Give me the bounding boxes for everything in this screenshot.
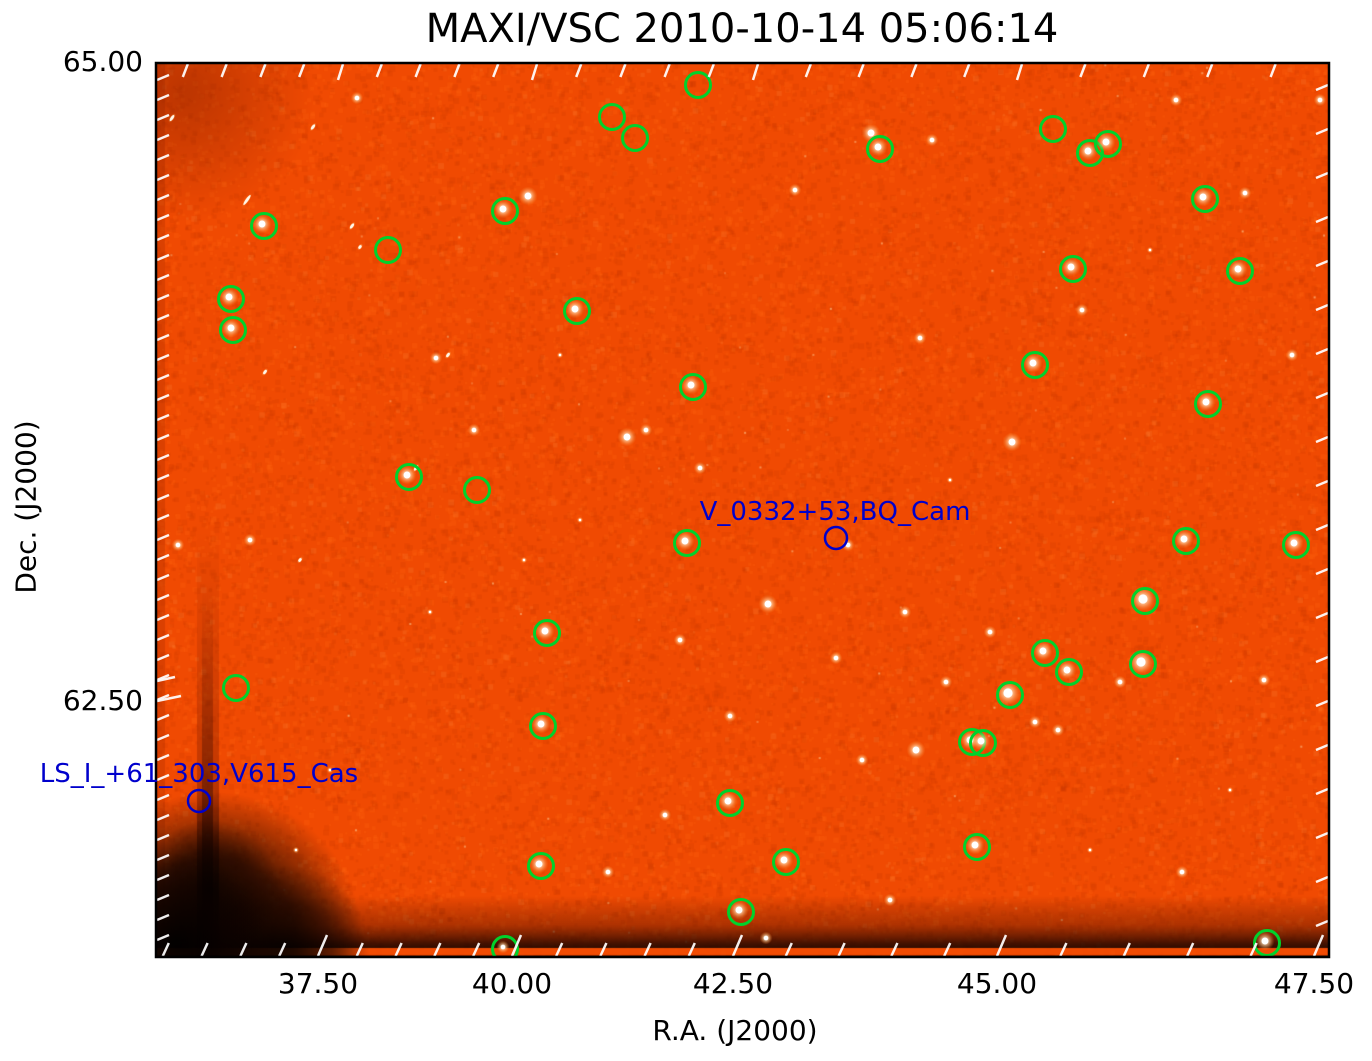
y-tick-label: 62.50 [62, 684, 143, 717]
x-axis-label: R.A. (J2000) [652, 1014, 818, 1047]
x-tick-label: 42.50 [692, 967, 774, 1000]
plot-title: MAXI/VSC 2010-10-14 05:06:14 [425, 6, 1059, 52]
source-label: LS_I_+61_303,V615_Cas [39, 759, 359, 789]
x-tick-label: 40.00 [471, 967, 553, 1000]
x-tick-label: 37.50 [277, 967, 359, 1000]
y-tick-label: 65.00 [62, 45, 143, 78]
x-tick-label: 45.00 [956, 967, 1038, 1000]
x-tick-label: 47.50 [1273, 967, 1355, 1000]
source-label: V_0332+53,BQ_Cam [699, 497, 971, 527]
y-axis-label: Dec. (J2000) [9, 420, 43, 594]
